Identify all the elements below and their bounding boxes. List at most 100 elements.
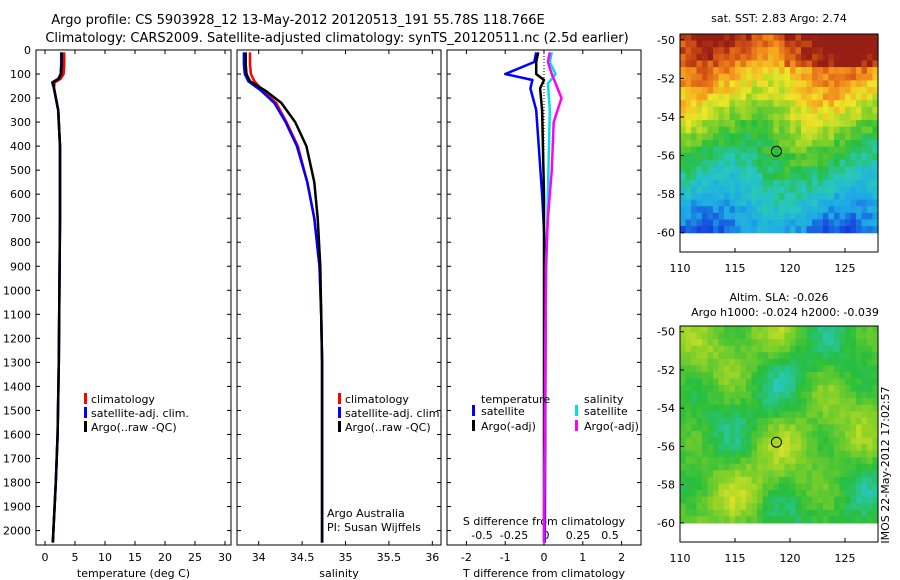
sla-map-cell: [828, 398, 835, 406]
sla-map-cell: [735, 398, 742, 406]
sst-map-cell: [751, 159, 758, 168]
diff-legend-label: satellite: [584, 405, 628, 418]
depth-tick-label: 800: [10, 236, 31, 249]
sst-map-cell: [768, 133, 775, 141]
sst-map-cell: [773, 93, 780, 101]
sla-map-cell: [773, 431, 780, 439]
sla-map-cell: [828, 437, 835, 445]
sla-map-cell: [751, 345, 758, 353]
sst-map-cell: [845, 100, 852, 108]
sst-map-cell: [757, 166, 764, 174]
sla-map-cell: [790, 371, 797, 380]
diff-legend-swatch: [575, 405, 578, 416]
sla-map-ytick-label: -54: [657, 402, 675, 415]
sst-map-cell: [828, 166, 835, 174]
sst-map-cell: [707, 80, 714, 88]
sst-map-cell: [817, 159, 824, 168]
sst-map-cell: [691, 47, 698, 55]
sla-map-cell: [817, 496, 824, 504]
sst-map-cell: [872, 153, 879, 161]
sla-map-cell: [724, 352, 731, 360]
sst-map-cell: [724, 179, 731, 187]
sst-map-cell: [691, 60, 698, 68]
sla-map-cell: [850, 431, 857, 439]
sla-map-cell: [817, 437, 824, 445]
sla-map-cell: [680, 352, 687, 360]
sla-map-cell: [702, 378, 709, 386]
sla-map-cell: [856, 345, 863, 353]
sst-map-cell: [724, 67, 731, 75]
sla-map-cell: [696, 457, 703, 465]
sst-map-cell: [713, 212, 720, 221]
sla-map-cell: [806, 358, 813, 366]
sla-map-cell: [729, 483, 736, 491]
sst-map-cell: [817, 73, 824, 81]
sst-map-cell: [806, 219, 813, 227]
sla-map-cell: [845, 503, 852, 511]
sst-map-cell: [773, 120, 780, 128]
sst-map-cell: [828, 199, 835, 207]
sst-map-cell: [845, 40, 852, 48]
sst-map-cell: [823, 219, 830, 227]
sla-map-cell: [718, 339, 725, 347]
sla-map-cell: [751, 431, 758, 439]
sla-map-cell: [779, 365, 786, 373]
sla-map-cell: [773, 404, 780, 412]
differences-secondary-xtick-label: 0.25: [566, 529, 591, 542]
sla-map-cell: [757, 437, 764, 445]
sla-map-xtick-label: 110: [670, 552, 691, 565]
sst-map-cell: [751, 206, 758, 214]
sla-map-cell: [751, 385, 758, 393]
sst-map-cell: [724, 120, 731, 128]
sla-map-cell: [839, 326, 846, 334]
sla-map-cell: [806, 371, 813, 380]
sst-map-cell: [839, 93, 846, 101]
sst-map-cell: [856, 192, 863, 201]
sst-map-cell: [845, 173, 852, 181]
sla-map-cell: [685, 431, 692, 439]
sst-map-cell: [768, 120, 775, 128]
sst-map-cell: [735, 159, 742, 168]
sst-map-cell: [872, 186, 879, 194]
sst-map-cell: [779, 73, 786, 81]
sla-map-cell: [801, 444, 808, 452]
sst-map-cell: [713, 106, 720, 115]
sst-map-cell: [834, 47, 841, 55]
sst-map-cell: [790, 86, 797, 95]
sst-map-cell: [801, 47, 808, 55]
sla-map-cell: [790, 332, 797, 340]
sla-map-cell: [839, 378, 846, 386]
sla-map-cell: [834, 352, 841, 360]
sst-map-cell: [729, 212, 736, 221]
sst-map-cell: [751, 67, 758, 75]
sst-map-cell: [790, 34, 797, 42]
sla-map-cell: [768, 424, 775, 432]
sla-map-cell: [751, 404, 758, 412]
sst-map-cell: [845, 67, 852, 75]
sla-map-cell: [795, 411, 802, 419]
sla-map-cell: [768, 490, 775, 498]
sla-map-cell: [702, 371, 709, 380]
sst-map-cell: [768, 206, 775, 214]
sst-map-cell: [735, 133, 742, 141]
sst-map-cell: [801, 153, 808, 161]
sla-map-cell: [696, 365, 703, 373]
sst-map-axes-box: [679, 33, 879, 253]
series-line-temperature-satellite: [503, 52, 548, 543]
sst-map-cell: [691, 206, 698, 214]
sla-map-cell: [768, 463, 775, 471]
sst-map-cell: [729, 86, 736, 95]
sst-map-cell: [762, 73, 769, 81]
sst-map-cell: [713, 179, 720, 187]
sst-map-cell: [845, 139, 852, 148]
sla-map-cell: [735, 404, 742, 412]
sst-map-cell: [817, 226, 824, 234]
sla-map-cell: [790, 385, 797, 393]
sst-map-cell: [828, 139, 835, 148]
sla-map-cell: [834, 332, 841, 340]
sst-map-cell: [724, 186, 731, 194]
sst-map-cell: [790, 179, 797, 187]
sla-map-cell: [691, 398, 698, 406]
sla-map-cell: [757, 378, 764, 386]
depth-tick-label: 2000: [3, 525, 31, 538]
